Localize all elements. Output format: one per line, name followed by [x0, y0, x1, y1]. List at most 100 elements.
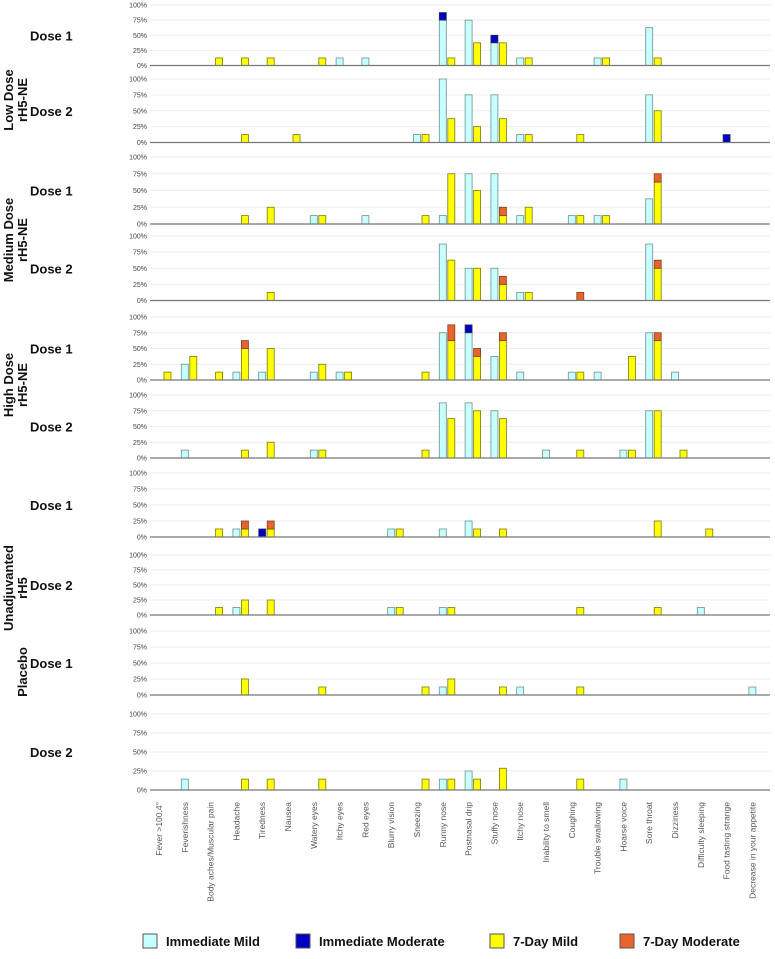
bar-day7-mild	[318, 363, 327, 381]
y-tick-label: 25%	[133, 440, 147, 447]
x-category-label: Itchy eyes	[335, 802, 345, 840]
group-label-line: rH5-NE	[15, 78, 30, 122]
bar-immediate-mild	[464, 520, 473, 538]
bar-day7-moderate	[653, 332, 662, 342]
bar-day7-mild	[421, 371, 430, 381]
y-tick-label: 100%	[129, 553, 147, 560]
group-label-line: Low Dose	[1, 69, 16, 130]
bar-day7-mild	[240, 528, 249, 538]
x-category-label: Difficulty sleeping	[696, 802, 706, 868]
y-tick-label: 100%	[129, 629, 147, 636]
bar-immediate-mild	[516, 134, 525, 143]
bar-immediate-mild	[335, 57, 344, 66]
bar-immediate-mild	[645, 94, 654, 143]
x-category-label: Nausea	[283, 802, 293, 832]
bar-day7-mild	[240, 348, 249, 381]
x-category-label: Red eyes	[360, 802, 370, 838]
panel-1: 0% 25% 50% 75% 100% Dose 1	[30, 3, 770, 70]
y-tick-label: 100%	[129, 77, 147, 84]
bar-day7-mild	[215, 607, 224, 616]
dose-label: Dose 1	[30, 184, 73, 199]
bar-immediate-mild	[516, 292, 525, 301]
y-tick-label: 75%	[133, 408, 147, 415]
bar-day7-mild	[653, 181, 662, 225]
bar-day7-mild	[240, 599, 249, 616]
x-category-label: Sneezing	[412, 802, 422, 838]
bar-day7-moderate	[498, 275, 507, 285]
bar-immediate-mild	[645, 198, 654, 225]
bar-day7-mild	[240, 57, 249, 66]
bar-immediate-mild	[438, 19, 447, 66]
y-tick-label: 0%	[137, 456, 147, 463]
bar-immediate-mild	[464, 267, 473, 301]
bar-day7-mild	[473, 778, 482, 791]
bar-immediate-moderate	[438, 12, 447, 21]
bar-immediate-mild	[696, 607, 705, 616]
bar-day7-mild	[628, 355, 636, 381]
group-label: Medium DoserH5-NE	[1, 198, 30, 283]
legend-label: 7-Day Mild	[513, 934, 578, 949]
panel-7: 0% 25% 50% 75% 100% Dose 1	[30, 471, 770, 542]
bar-immediate-mild	[490, 410, 499, 459]
y-tick-label: 25%	[133, 282, 147, 289]
panel-8: 0% 25% 50% 75% 100% Dose 2	[30, 553, 770, 620]
bar-immediate-mild	[438, 528, 447, 538]
x-category-label: Coughing	[567, 802, 577, 839]
y-tick-label: 50%	[133, 33, 147, 40]
panel-3: 0% 25% 50% 75% 100% Dose 1	[30, 155, 770, 229]
bar-day7-mild	[266, 206, 275, 225]
bar-day7-mild	[266, 528, 275, 538]
bar-immediate-mild	[361, 215, 370, 225]
bar-day7-mild	[266, 57, 275, 66]
y-tick-label: 0%	[137, 63, 147, 70]
bar-immediate-mild	[309, 215, 318, 225]
y-tick-label: 25%	[133, 124, 147, 131]
bar-immediate-moderate	[490, 34, 499, 44]
bar-day7-mild	[524, 206, 533, 225]
bar-day7-mild	[576, 686, 585, 696]
bar-day7-mild	[240, 134, 249, 143]
bar-day7-mild	[447, 340, 456, 381]
bar-day7-mild	[576, 371, 585, 381]
bar-day7-mild	[266, 292, 275, 301]
bar-immediate-mild	[490, 355, 499, 381]
bar-day7-mild	[421, 449, 430, 459]
bar-day7-mild	[653, 410, 662, 459]
x-category-label: Runny nose	[438, 802, 448, 848]
x-category-label: Dizziness	[670, 802, 680, 838]
bar-immediate-mild	[232, 607, 241, 616]
bar-day7-mild	[215, 371, 224, 381]
bar-immediate-mild	[490, 267, 499, 301]
bar-day7-mild	[576, 134, 585, 143]
bar-day7-mild	[653, 57, 662, 66]
bar-immediate-mild	[593, 371, 602, 381]
bar-day7-mild	[240, 778, 249, 791]
bar-day7-mild	[215, 528, 224, 538]
bar-immediate-mild	[464, 770, 473, 791]
y-tick-label: 0%	[137, 140, 147, 147]
bar-day7-mild	[524, 134, 533, 143]
bar-day7-moderate	[653, 259, 662, 269]
dose-label: Dose 1	[30, 498, 73, 513]
bar-day7-mild	[447, 259, 456, 301]
bar-immediate-mild	[438, 215, 447, 225]
y-tick-label: 100%	[129, 471, 147, 478]
panel-6: 0% 25% 50% 75% 100% Dose 2	[30, 393, 770, 463]
y-tick-label: 50%	[133, 266, 147, 273]
bar-immediate-mild	[567, 215, 576, 225]
group-label-line: Medium Dose	[1, 198, 16, 283]
bar-immediate-mild	[232, 371, 241, 381]
y-tick-label: 25%	[133, 598, 147, 605]
x-category-label: Headache	[231, 802, 241, 841]
y-tick-label: 25%	[133, 519, 147, 526]
group-label: UnadjuvantedrH5	[1, 545, 30, 631]
y-tick-label: 50%	[133, 583, 147, 590]
group-label-line: rH5-NE	[15, 363, 30, 407]
bar-day7-mild	[447, 607, 456, 616]
group-label-line: Unadjuvanted	[1, 545, 16, 631]
dose-label: Dose 2	[30, 745, 73, 760]
y-tick-label: 25%	[133, 769, 147, 776]
bar-day7-mild	[653, 110, 662, 143]
bar-day7-mild	[473, 355, 482, 381]
